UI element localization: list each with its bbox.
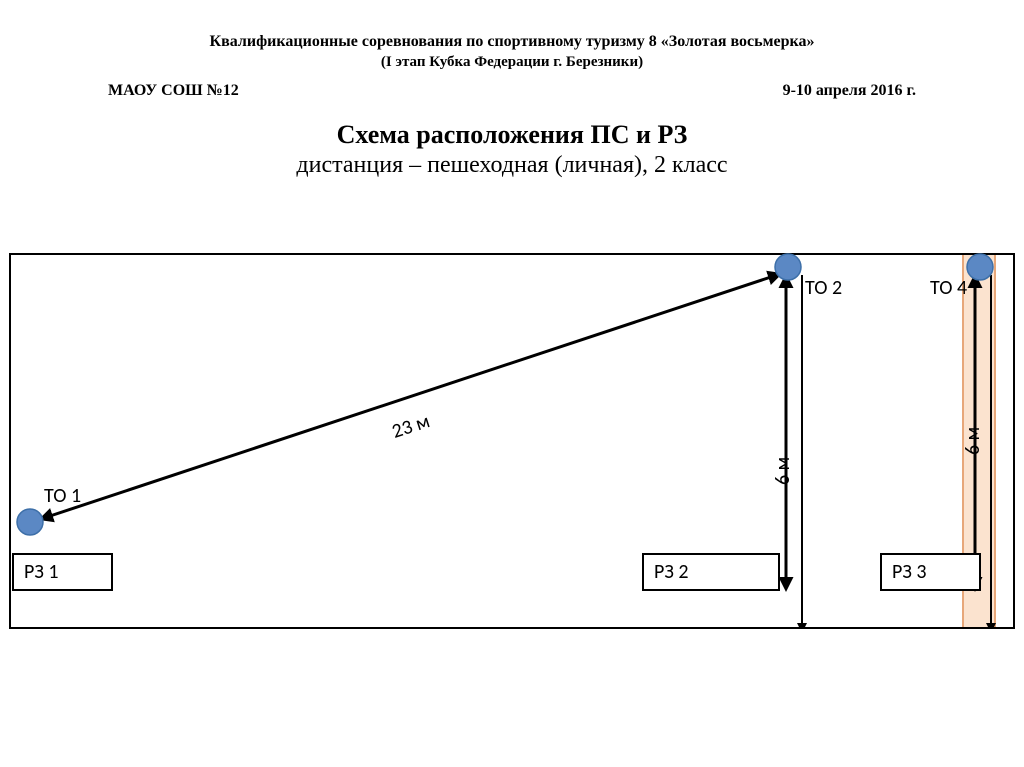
title-sub: дистанция – пешеходная (личная), 2 класс <box>0 152 1024 179</box>
node-to4 <box>967 254 993 280</box>
diagram-svg <box>9 253 1015 629</box>
rz-box-rz1: РЗ 1 <box>12 553 113 591</box>
document-header: Квалификационные соревнования по спортив… <box>0 32 1024 72</box>
diagram-frame <box>10 254 1014 628</box>
distance-label-d6b: 6 м <box>961 427 985 455</box>
distance-label-d6a: 6 м <box>771 457 795 485</box>
title-main: Схема расположения ПС и РЗ <box>0 120 1024 150</box>
rz-box-rz3: РЗ 3 <box>880 553 981 591</box>
meta-row: МАОУ СОШ №12 9-10 апреля 2016 г. <box>108 82 916 100</box>
rz-box-rz2: РЗ 2 <box>642 553 780 591</box>
page: Квалификационные соревнования по спортив… <box>0 0 1024 767</box>
arrow-a23 <box>44 275 777 518</box>
title-block: Схема расположения ПС и РЗ дистанция – п… <box>0 120 1024 179</box>
header-line-1: Квалификационные соревнования по спортив… <box>0 32 1024 53</box>
header-line-2: (I этап Кубка Федерации г. Березники) <box>0 53 1024 73</box>
node-label-to4: ТО 4 <box>930 276 967 300</box>
node-to2 <box>775 254 801 280</box>
meta-date: 9-10 апреля 2016 г. <box>783 82 916 100</box>
node-to1 <box>17 509 43 535</box>
node-label-to1: ТО 1 <box>44 484 81 508</box>
meta-venue: МАОУ СОШ №12 <box>108 82 239 100</box>
node-label-to2: ТО 2 <box>805 276 842 300</box>
course-diagram: РЗ 1РЗ 2РЗ 3ТО 1ТО 2ТО 423 м6 м6 м <box>9 253 1015 629</box>
